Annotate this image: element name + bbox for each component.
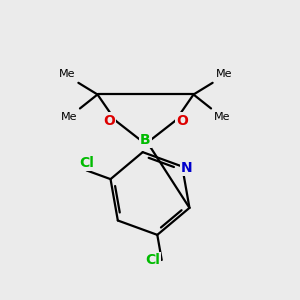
Text: Me: Me: [61, 112, 77, 122]
Text: B: B: [140, 133, 151, 146]
Text: Me: Me: [59, 69, 75, 79]
Text: O: O: [176, 114, 188, 128]
Text: O: O: [103, 114, 115, 128]
Text: Cl: Cl: [145, 253, 160, 267]
Text: Me: Me: [214, 112, 231, 122]
Text: Me: Me: [216, 69, 232, 79]
Text: N: N: [181, 161, 193, 175]
Text: Cl: Cl: [79, 156, 94, 170]
